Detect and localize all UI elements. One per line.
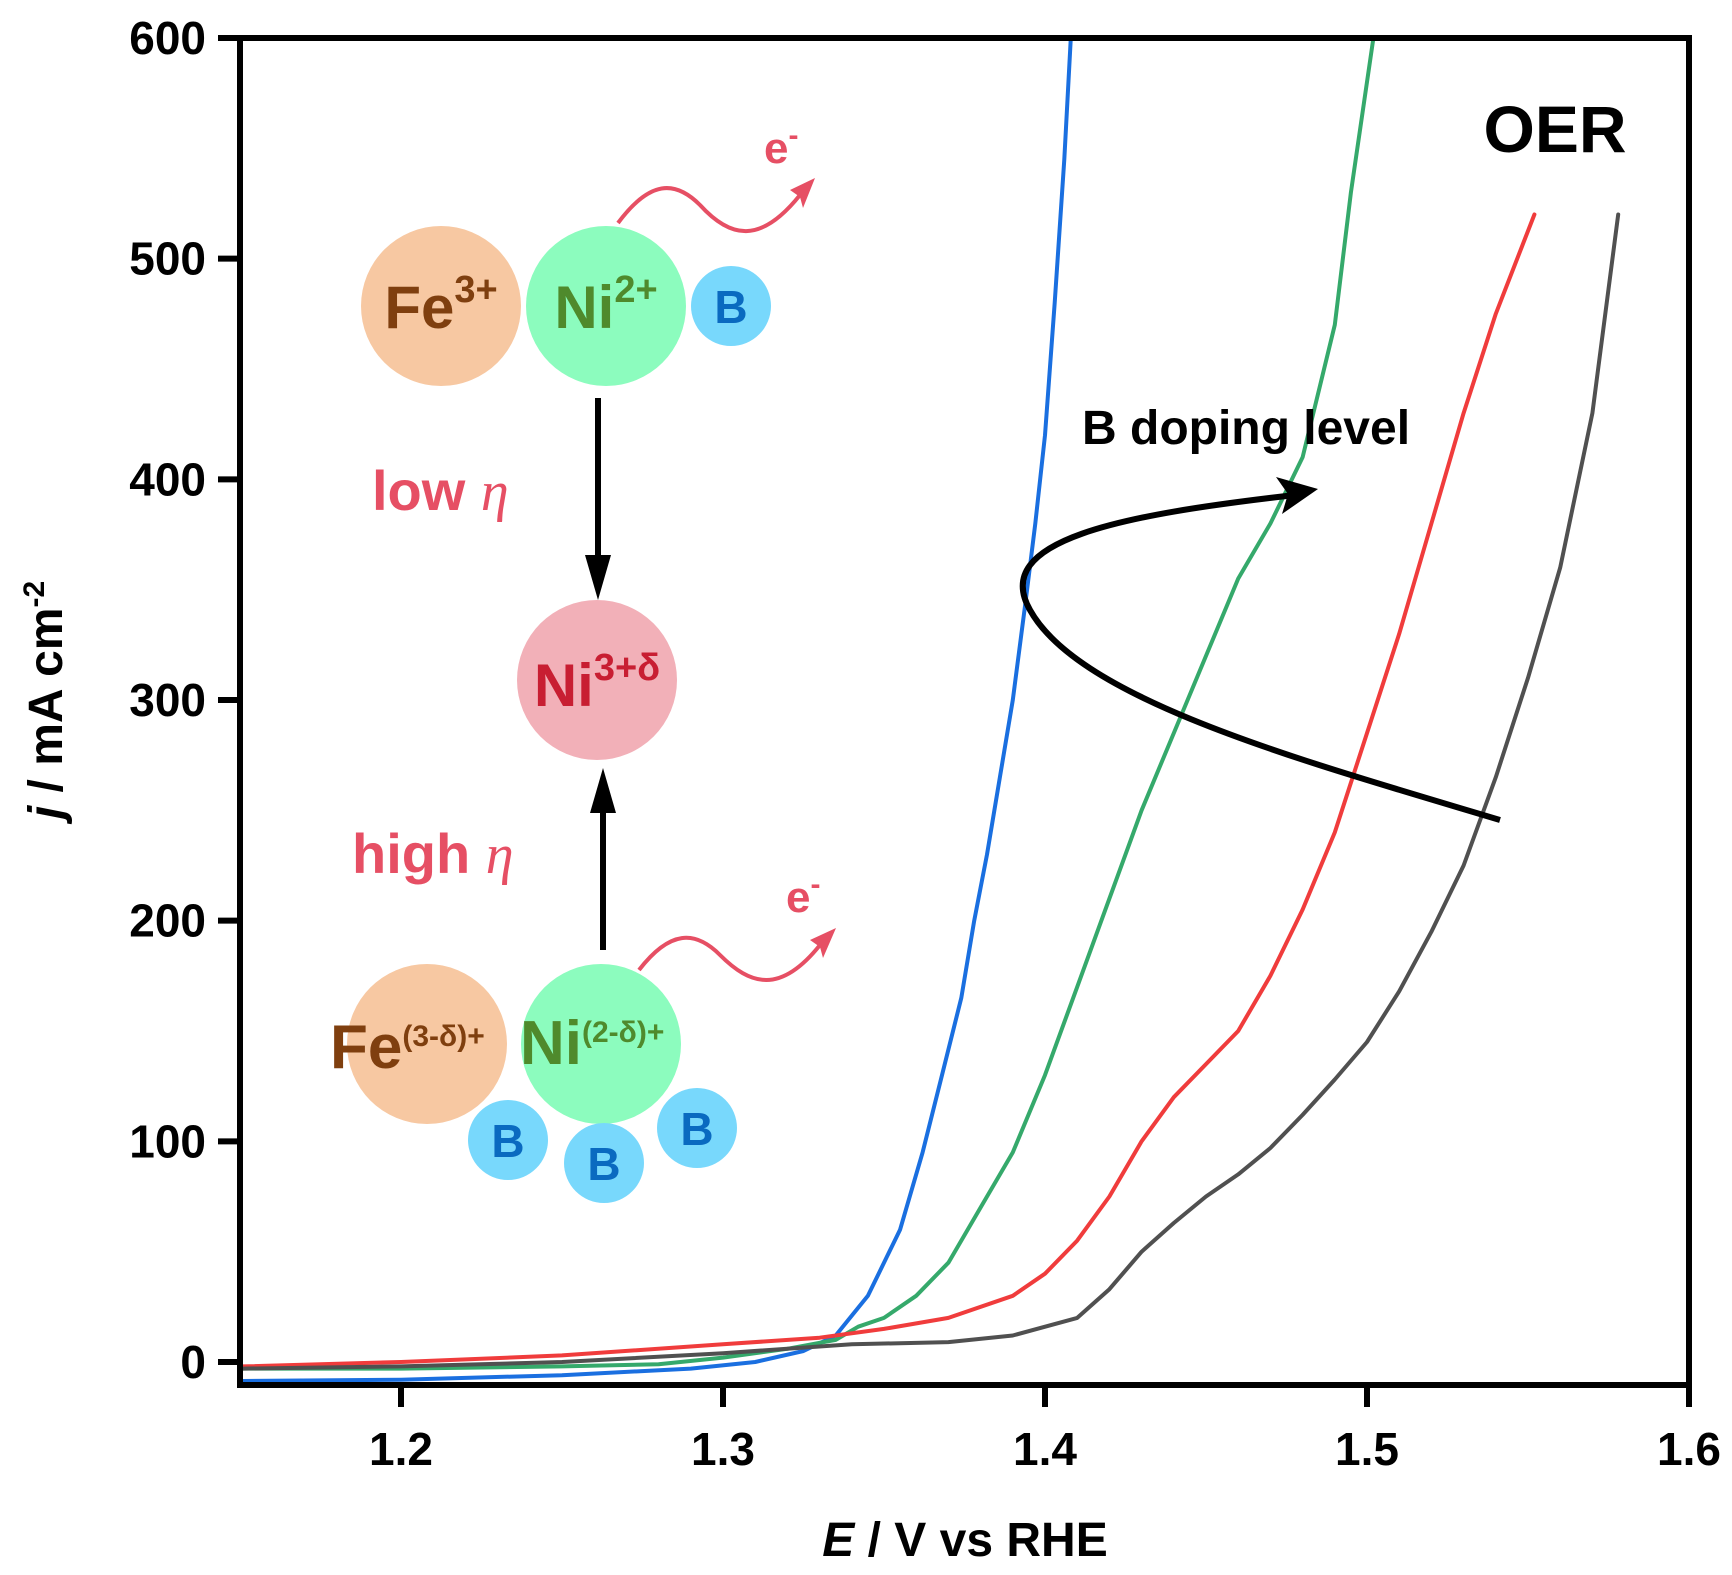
- ni-ion-label: Ni2+: [554, 269, 657, 341]
- ni-ion-label-reduced: Ni(2-δ)+: [520, 1009, 664, 1078]
- x-axis-title: E / V vs RHE: [822, 1514, 1107, 1567]
- y-tick-label: 200: [129, 895, 206, 947]
- series-line-0: [241, 36, 1073, 1383]
- y-tick-label: 0: [180, 1336, 206, 1388]
- low-eta-label: low η: [372, 459, 509, 523]
- x-tick-label: 1.6: [1657, 1423, 1721, 1475]
- ni-ion-circle-reduced: [521, 964, 681, 1124]
- electron-arrowhead-bottom: [810, 928, 836, 958]
- ni-high-valence-label: Ni3+δ: [534, 647, 660, 719]
- series-curves: [241, 36, 1621, 1383]
- fe-ion-label: Fe3+: [384, 269, 497, 341]
- ni-high-valence-circle: [517, 600, 677, 760]
- electron-arrowhead-top: [790, 178, 815, 208]
- y-tick-label: 500: [129, 233, 206, 285]
- boron-atom-circle: [691, 266, 771, 346]
- x-axis-ticks: 1.2 1.3 1.4 1.5 1.6: [369, 1385, 1721, 1475]
- fe-ion-circle-reduced: [347, 964, 507, 1124]
- boron-atom-label: B: [714, 281, 747, 333]
- high-eta-label: high η: [352, 822, 514, 886]
- top-state-cluster: Fe3+ Ni2+ B e-: [361, 119, 815, 386]
- oer-label: OER: [1483, 92, 1626, 166]
- electron-release-arrow-bottom: [637, 935, 822, 982]
- fe-ion-circle: [361, 226, 521, 386]
- x-axis-title-symbol: E: [822, 1514, 856, 1567]
- ni-ion-circle: [526, 226, 686, 386]
- x-tick-label: 1.3: [691, 1423, 755, 1475]
- electron-release-arrow-top: [616, 186, 802, 234]
- y-tick-label: 600: [129, 12, 206, 64]
- y-tick-label: 100: [129, 1115, 206, 1167]
- x-tick-label: 1.4: [1013, 1423, 1077, 1475]
- boron-atom-label-2: B: [587, 1138, 620, 1190]
- boron-atom-label-3: B: [680, 1103, 713, 1155]
- x-tick-label: 1.5: [1335, 1423, 1399, 1475]
- boron-atom-label-1: B: [491, 1115, 524, 1167]
- b-doping-level-label: B doping level: [1082, 402, 1410, 455]
- electron-label-top: e-: [764, 119, 798, 173]
- low-eta-arrowhead: [585, 555, 611, 600]
- y-axis-title-unit: / mA cm: [20, 608, 73, 806]
- x-axis-title-unit: / V vs RHE: [854, 1514, 1107, 1567]
- plot-frame: [237, 35, 1692, 1388]
- bottom-state-cluster: Fe(3-δ)+ Ni(2-δ)+ B B B e-: [330, 868, 836, 1203]
- boron-atom-circle-2: [564, 1123, 644, 1203]
- y-axis-title: j / mA cm-2: [18, 581, 73, 825]
- high-eta-arrowhead: [590, 768, 616, 813]
- y-tick-label: 400: [129, 453, 206, 505]
- y-axis-ticks: 0 100 200 300 400 500 600: [129, 12, 240, 1388]
- x-tick-label: 1.2: [369, 1423, 433, 1475]
- doping-trend-arrowhead: [1276, 477, 1318, 514]
- series-line-1: [241, 36, 1376, 1371]
- y-axis-title-symbol: j: [20, 804, 73, 825]
- y-tick-label: 300: [129, 674, 206, 726]
- boron-atom-circle-3: [657, 1088, 737, 1168]
- plot-border: [237, 35, 1692, 1388]
- fe-ion-label-reduced: Fe(3-δ)+: [330, 1013, 485, 1082]
- electron-label-bottom: e-: [786, 868, 820, 922]
- doping-trend-arrow: [1019, 492, 1501, 823]
- middle-state-cluster: Ni3+δ: [517, 600, 677, 760]
- series-line-2: [241, 212, 1537, 1369]
- series-line-3: [241, 212, 1621, 1371]
- boron-atom-circle-1: [468, 1100, 548, 1180]
- y-axis-title-exponent: -2: [18, 581, 51, 608]
